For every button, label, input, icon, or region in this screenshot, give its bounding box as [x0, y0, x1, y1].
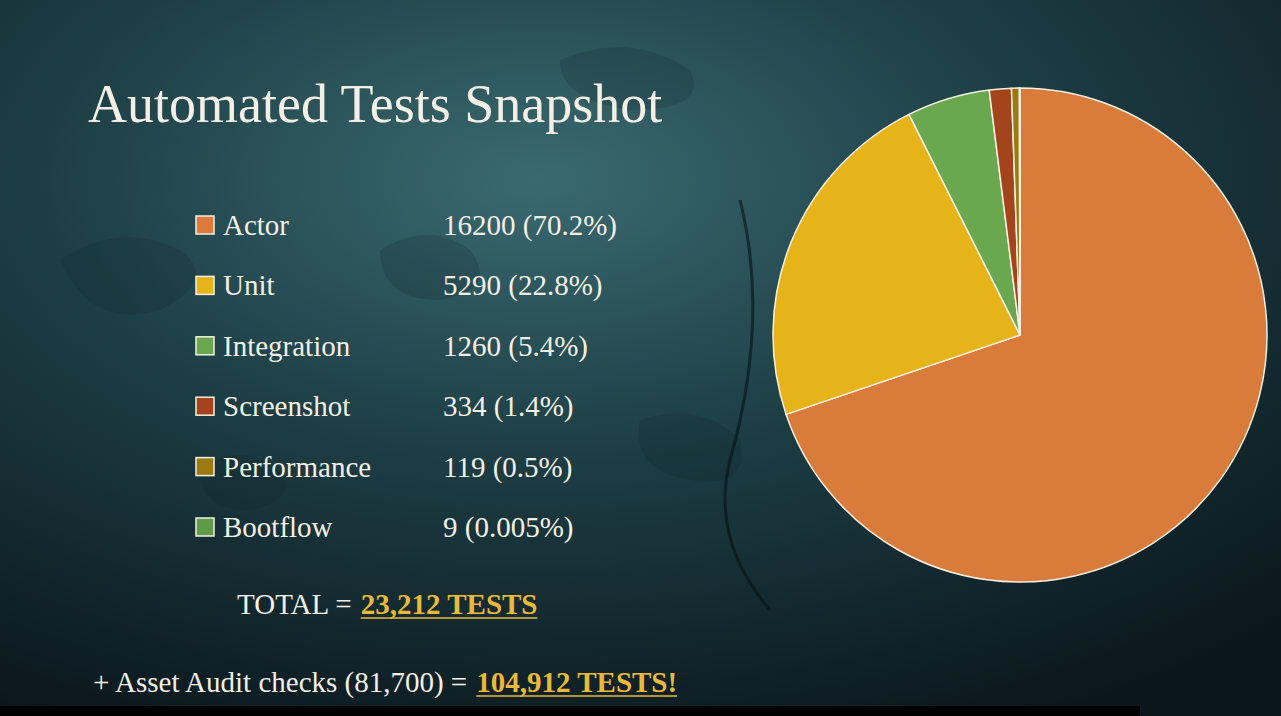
legend-swatch	[196, 458, 214, 476]
pie-slice	[1019, 88, 1021, 335]
map-decoration	[60, 47, 741, 510]
map-crack	[725, 200, 770, 610]
underline	[361, 617, 538, 619]
background	[0, 0, 1281, 716]
annotation: + Asset Audit checks (81,700) =	[93, 666, 467, 699]
value-label: 334 (1.4%)	[443, 390, 573, 423]
value-label: 16200 (70.2%)	[443, 209, 617, 242]
value-label: 9 (0.005%)	[443, 511, 573, 544]
legend-label: Actor	[223, 209, 289, 241]
pie-slice	[1011, 88, 1020, 335]
map-island	[639, 413, 742, 481]
slide: Automated Tests Snapshot Actor 16200 (70.2…	[0, 0, 1281, 716]
underline	[476, 695, 677, 697]
legend-swatch	[196, 216, 214, 234]
map-island	[60, 237, 196, 314]
legend-label: Bootflow	[223, 511, 333, 543]
pie-slice	[989, 88, 1020, 335]
legend-label: Screenshot	[223, 390, 350, 422]
legend-label: Integration	[223, 330, 351, 362]
title: Automated Tests Snapshot	[88, 74, 662, 134]
legend-swatch	[196, 276, 214, 294]
annotation-highlight: 23,212 TESTS	[361, 588, 538, 620]
legend-swatch	[196, 518, 214, 536]
legend: Actor 16200 (70.2%) Unit 5290 (22.8%) Integr…	[196, 209, 617, 544]
bottom-bar	[0, 706, 1140, 716]
pie	[773, 88, 1267, 582]
value-label: 119 (0.5%)	[443, 451, 572, 484]
annotation: TOTAL =	[237, 588, 352, 620]
annotation-highlight: 104,912 TESTS!	[476, 666, 677, 698]
legend-swatch	[196, 397, 214, 415]
legend-swatch	[196, 337, 214, 355]
value-label: 5290 (22.8%)	[443, 269, 602, 302]
value-label: 1260 (5.4%)	[443, 330, 588, 363]
legend-label: Performance	[223, 451, 371, 483]
legend-label: Unit	[223, 269, 275, 301]
